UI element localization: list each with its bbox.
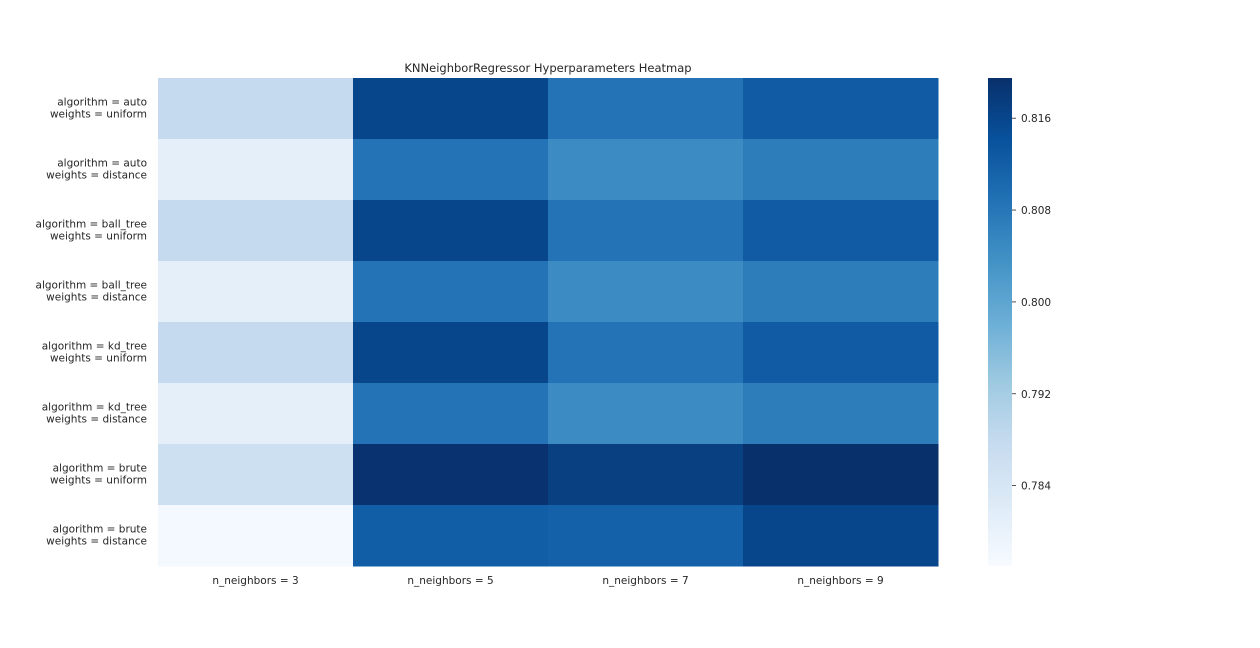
column-label: n_neighbors = 9 (797, 575, 883, 587)
heatmap-cell (743, 444, 939, 506)
heatmap-cell (353, 505, 549, 567)
row-label-line: algorithm = brute (53, 463, 147, 475)
row-label-line: weights = uniform (50, 109, 147, 121)
row-label-line: weights = uniform (50, 353, 147, 365)
row-label-line: algorithm = ball_tree (36, 280, 147, 292)
row-label: algorithm = kd_tree weights = uniform (42, 341, 147, 365)
colorbar-tick-label: 0.816 (1021, 113, 1051, 125)
heatmap-cell (353, 322, 549, 384)
heatmap-cell (743, 200, 939, 262)
row-label: algorithm = ball_tree weights = distance (36, 280, 147, 304)
colorbar-ticks: 0.784 0.792 0.800 0.808 0.816 (1012, 113, 1051, 493)
row-label: algorithm = brute weights = uniform (50, 463, 147, 487)
row-label-line: algorithm = brute (53, 524, 147, 536)
heatmap-cell (548, 78, 744, 140)
colorbar-tick-label: 0.800 (1021, 297, 1051, 309)
row-label-line: weights = distance (46, 536, 147, 548)
heatmap-cell (548, 383, 744, 445)
row-label: algorithm = brute weights = distance (46, 524, 147, 548)
heatmap-cell (353, 261, 549, 323)
heatmap-cell (353, 200, 549, 262)
colorbar: 0.784 0.792 0.800 0.808 0.816 (988, 78, 1051, 566)
heatmap-cell (548, 322, 744, 384)
heatmap-cell (743, 322, 939, 384)
heatmap-cell (548, 139, 744, 201)
colorbar-tick-label: 0.784 (1021, 481, 1051, 493)
heatmap-cell (548, 444, 744, 506)
heatmap-cell (353, 383, 549, 445)
heatmap-cell (158, 139, 354, 201)
heatmap-cell (158, 322, 354, 384)
heatmap-cell (743, 139, 939, 201)
heatmap-cell (353, 444, 549, 506)
heatmap-cell (158, 78, 354, 140)
colorbar-tick-label: 0.792 (1021, 389, 1051, 401)
row-label-line: weights = distance (46, 414, 147, 426)
row-label-line: algorithm = auto (57, 158, 147, 170)
heatmap-cell (548, 505, 744, 567)
column-label: n_neighbors = 7 (602, 575, 688, 587)
heatmap-cell (158, 383, 354, 445)
heatmap-cell (158, 444, 354, 506)
row-label-line: weights = distance (46, 170, 147, 182)
heatmap-cell (158, 200, 354, 262)
row-labels: algorithm = auto weights = uniformalgorit… (36, 97, 147, 548)
chart-title: KNNeighborRegressor Hyperparameters Heat… (404, 61, 691, 75)
heatmap-cell (158, 505, 354, 567)
row-label-line: weights = uniform (50, 231, 147, 243)
heatmap-cell (353, 78, 549, 140)
column-label: n_neighbors = 5 (407, 575, 493, 587)
row-label: algorithm = auto weights = distance (46, 158, 147, 182)
row-label-line: algorithm = auto (57, 97, 147, 109)
row-label: algorithm = auto weights = uniform (50, 97, 147, 121)
heatmap-cell (743, 505, 939, 567)
heatmap-cell (743, 261, 939, 323)
row-label-line: weights = distance (46, 292, 147, 304)
row-label-line: algorithm = kd_tree (42, 402, 147, 414)
heatmap-cell (743, 78, 939, 140)
colorbar-tick-label: 0.808 (1021, 205, 1051, 217)
heatmap-cell (158, 261, 354, 323)
heatmap-cells (158, 78, 939, 567)
heatmap-cell (548, 261, 744, 323)
colorbar-gradient (988, 78, 1012, 566)
heatmap-cell (353, 139, 549, 201)
heatmap-cell (743, 383, 939, 445)
row-label: algorithm = kd_tree weights = distance (42, 402, 147, 426)
column-label: n_neighbors = 3 (212, 575, 298, 587)
row-label-line: algorithm = ball_tree (36, 219, 147, 231)
row-label-line: algorithm = kd_tree (42, 341, 147, 353)
row-label: algorithm = ball_tree weights = uniform (36, 219, 147, 243)
column-labels: n_neighbors = 3 n_neighbors = 5 n_neighbor… (212, 575, 883, 587)
heatmap-cell (548, 200, 744, 262)
row-label-line: weights = uniform (50, 475, 147, 487)
